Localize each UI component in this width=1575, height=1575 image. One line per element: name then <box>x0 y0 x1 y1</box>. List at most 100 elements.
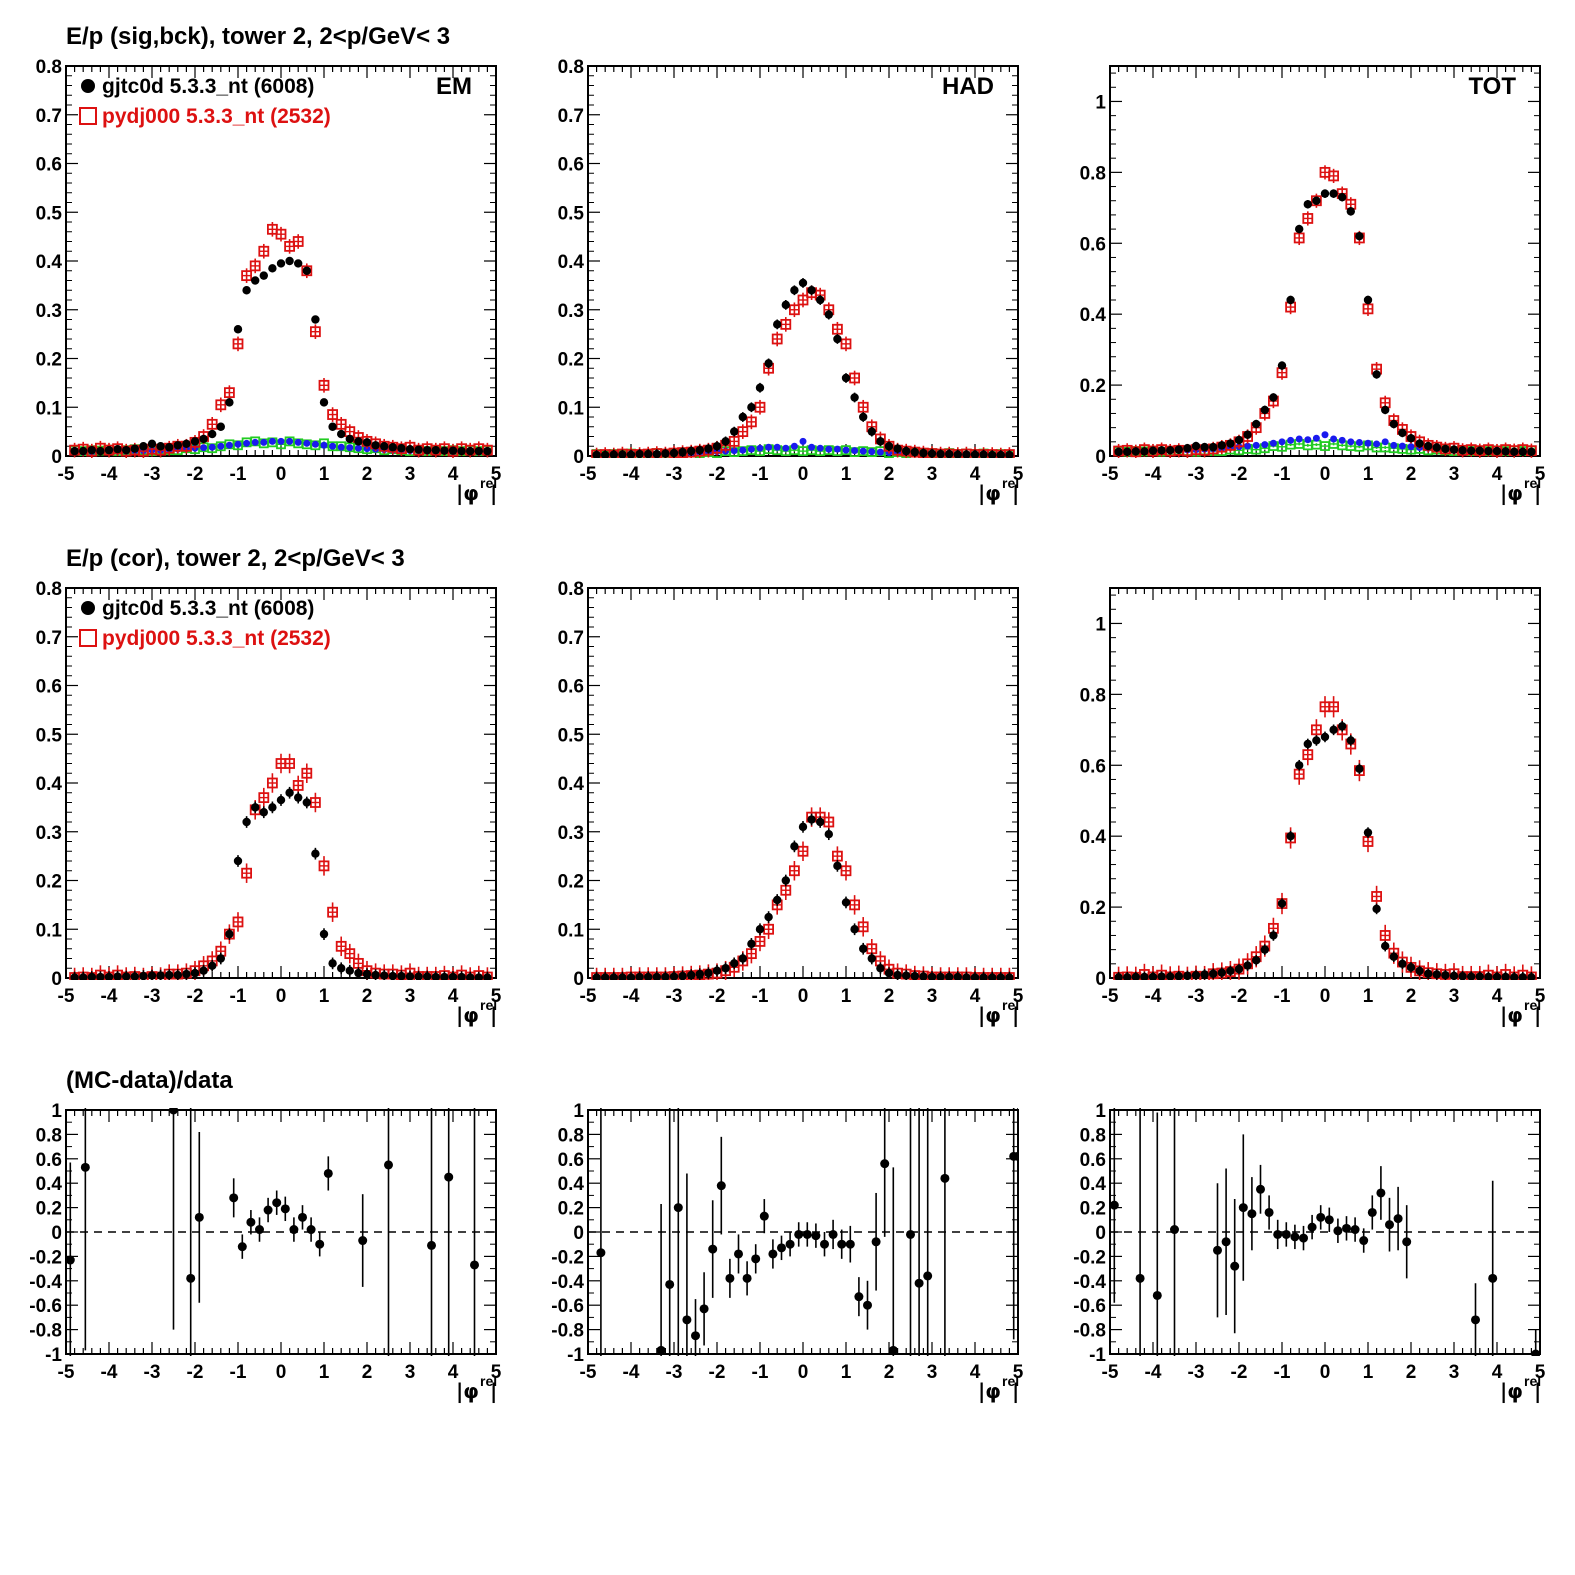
marker-data <box>953 450 962 458</box>
marker-data <box>165 970 174 980</box>
marker-data <box>1191 970 1201 980</box>
marker-data <box>96 972 105 980</box>
marker-data <box>1458 446 1467 455</box>
marker-ratio <box>194 1212 204 1222</box>
y-tick-label: 1 <box>51 1101 62 1122</box>
data-layer <box>591 807 1015 980</box>
marker-data <box>1277 361 1287 370</box>
x-tick-label: 1 <box>1363 464 1374 485</box>
data-layer <box>69 753 493 980</box>
marker-data <box>1338 722 1347 731</box>
marker-data <box>592 973 601 980</box>
marker-data <box>190 437 200 446</box>
marker-mc <box>266 777 278 789</box>
marker-ratio <box>358 1236 368 1246</box>
marker-data <box>979 450 988 458</box>
x-tick-label: 1 <box>841 464 852 485</box>
x-tick-label: 1 <box>841 986 852 1007</box>
marker-data <box>1372 370 1381 379</box>
panel-row3-HAD: -5 -4 -3 -2 -1 0 1 2 3 4 5 -1 -0.8 -0.6 -0.4 -0.2 0 0.2 0.… <box>551 1101 1024 1403</box>
marker-data <box>1140 972 1149 980</box>
y-tick-label: 0.4 <box>558 1174 585 1195</box>
marker-data <box>122 445 131 455</box>
x-tick-label: 0 <box>798 1362 809 1383</box>
marker-data <box>405 972 415 980</box>
marker-bck_data <box>1244 442 1252 450</box>
x-tick-label: -3 <box>1188 464 1205 485</box>
marker-data <box>414 972 423 980</box>
marker-data <box>712 442 722 451</box>
marker-data <box>721 964 730 973</box>
y-tick-label: -0.8 <box>1073 1321 1106 1342</box>
marker-data <box>1355 231 1364 241</box>
marker-data <box>816 295 825 305</box>
marker-data <box>755 925 765 934</box>
marker-data <box>1372 904 1381 914</box>
marker-mc <box>789 865 800 877</box>
marker-mc <box>832 323 843 335</box>
y-tick-label: 0.4 <box>36 1174 63 1195</box>
legend-marker-data <box>81 601 95 615</box>
x-tick-label: -2 <box>1231 1362 1248 1383</box>
marker-ratio <box>237 1242 247 1252</box>
marker-data <box>1226 966 1235 976</box>
x-tick-label: 0 <box>1320 464 1331 485</box>
y-tick-label: 0.6 <box>558 1150 584 1171</box>
marker-ratio <box>66 1255 75 1265</box>
marker-data <box>294 259 303 268</box>
x-axis-label: |φ <box>456 481 479 505</box>
marker-data <box>1166 446 1175 455</box>
marker-data <box>1217 968 1227 977</box>
marker-mc <box>327 409 339 420</box>
y-tick-label: -1 <box>567 1345 584 1366</box>
y-tick-label: 0.6 <box>36 155 62 176</box>
x-tick-label: 2 <box>362 464 373 485</box>
marker-data <box>601 450 610 458</box>
marker-bck_data <box>268 437 276 445</box>
y-tick-label: 0.1 <box>558 398 585 419</box>
legend-marker-data <box>81 79 95 93</box>
x-tick-label: 4 <box>448 1362 459 1383</box>
y-tick-label: 0.3 <box>36 823 62 844</box>
x-axis-label: |φ <box>978 1379 1001 1403</box>
marker-data <box>276 795 286 805</box>
x-axis-label-sup: rel <box>480 997 497 1013</box>
x-tick-label: 5 <box>1013 1362 1024 1383</box>
x-axis-label-tail: | <box>490 1379 497 1403</box>
x-tick-label: 1 <box>319 1362 330 1383</box>
marker-ratio <box>298 1212 307 1222</box>
marker-data <box>173 441 182 450</box>
x-tick-label: 1 <box>1363 986 1374 1007</box>
x-tick-label: -3 <box>1188 986 1205 1007</box>
marker-data <box>1131 972 1140 980</box>
marker-data <box>1209 969 1218 978</box>
y-tick-label: -0.2 <box>551 1247 584 1268</box>
marker-ratio <box>1350 1225 1360 1235</box>
marker-ratio <box>1256 1184 1265 1194</box>
marker-data <box>251 803 260 812</box>
marker-data <box>695 445 704 455</box>
marker-data <box>738 412 747 422</box>
marker-bck_data <box>773 443 781 451</box>
marker-data <box>1363 295 1373 305</box>
panel-row1-EM: -5 -4 -3 -2 -1 0 1 2 3 4 5 0 0.1 0.2 0.3 0.4 0.5 0.6 0.7 0.… <box>36 57 502 505</box>
marker-data <box>1174 972 1183 980</box>
x-tick-label: 0 <box>276 464 287 485</box>
marker-ratio <box>682 1315 692 1325</box>
marker-data <box>79 973 88 980</box>
marker-bck_data <box>346 444 354 452</box>
marker-mc <box>344 948 356 960</box>
x-tick-label: -3 <box>144 986 161 1007</box>
marker-bck_data <box>1407 443 1415 451</box>
marker-data <box>1415 966 1424 976</box>
marker-data <box>755 383 765 392</box>
marker-ratio <box>596 1248 606 1258</box>
y-tick-label: 0 <box>51 1223 62 1244</box>
marker-data <box>104 445 114 455</box>
marker-data <box>388 443 397 452</box>
x-tick-label: -1 <box>1274 464 1291 485</box>
marker-ratio <box>863 1300 872 1310</box>
x-axis-label: |φ <box>456 1003 479 1027</box>
marker-ratio <box>1299 1233 1308 1243</box>
marker-ratio <box>1135 1273 1145 1283</box>
